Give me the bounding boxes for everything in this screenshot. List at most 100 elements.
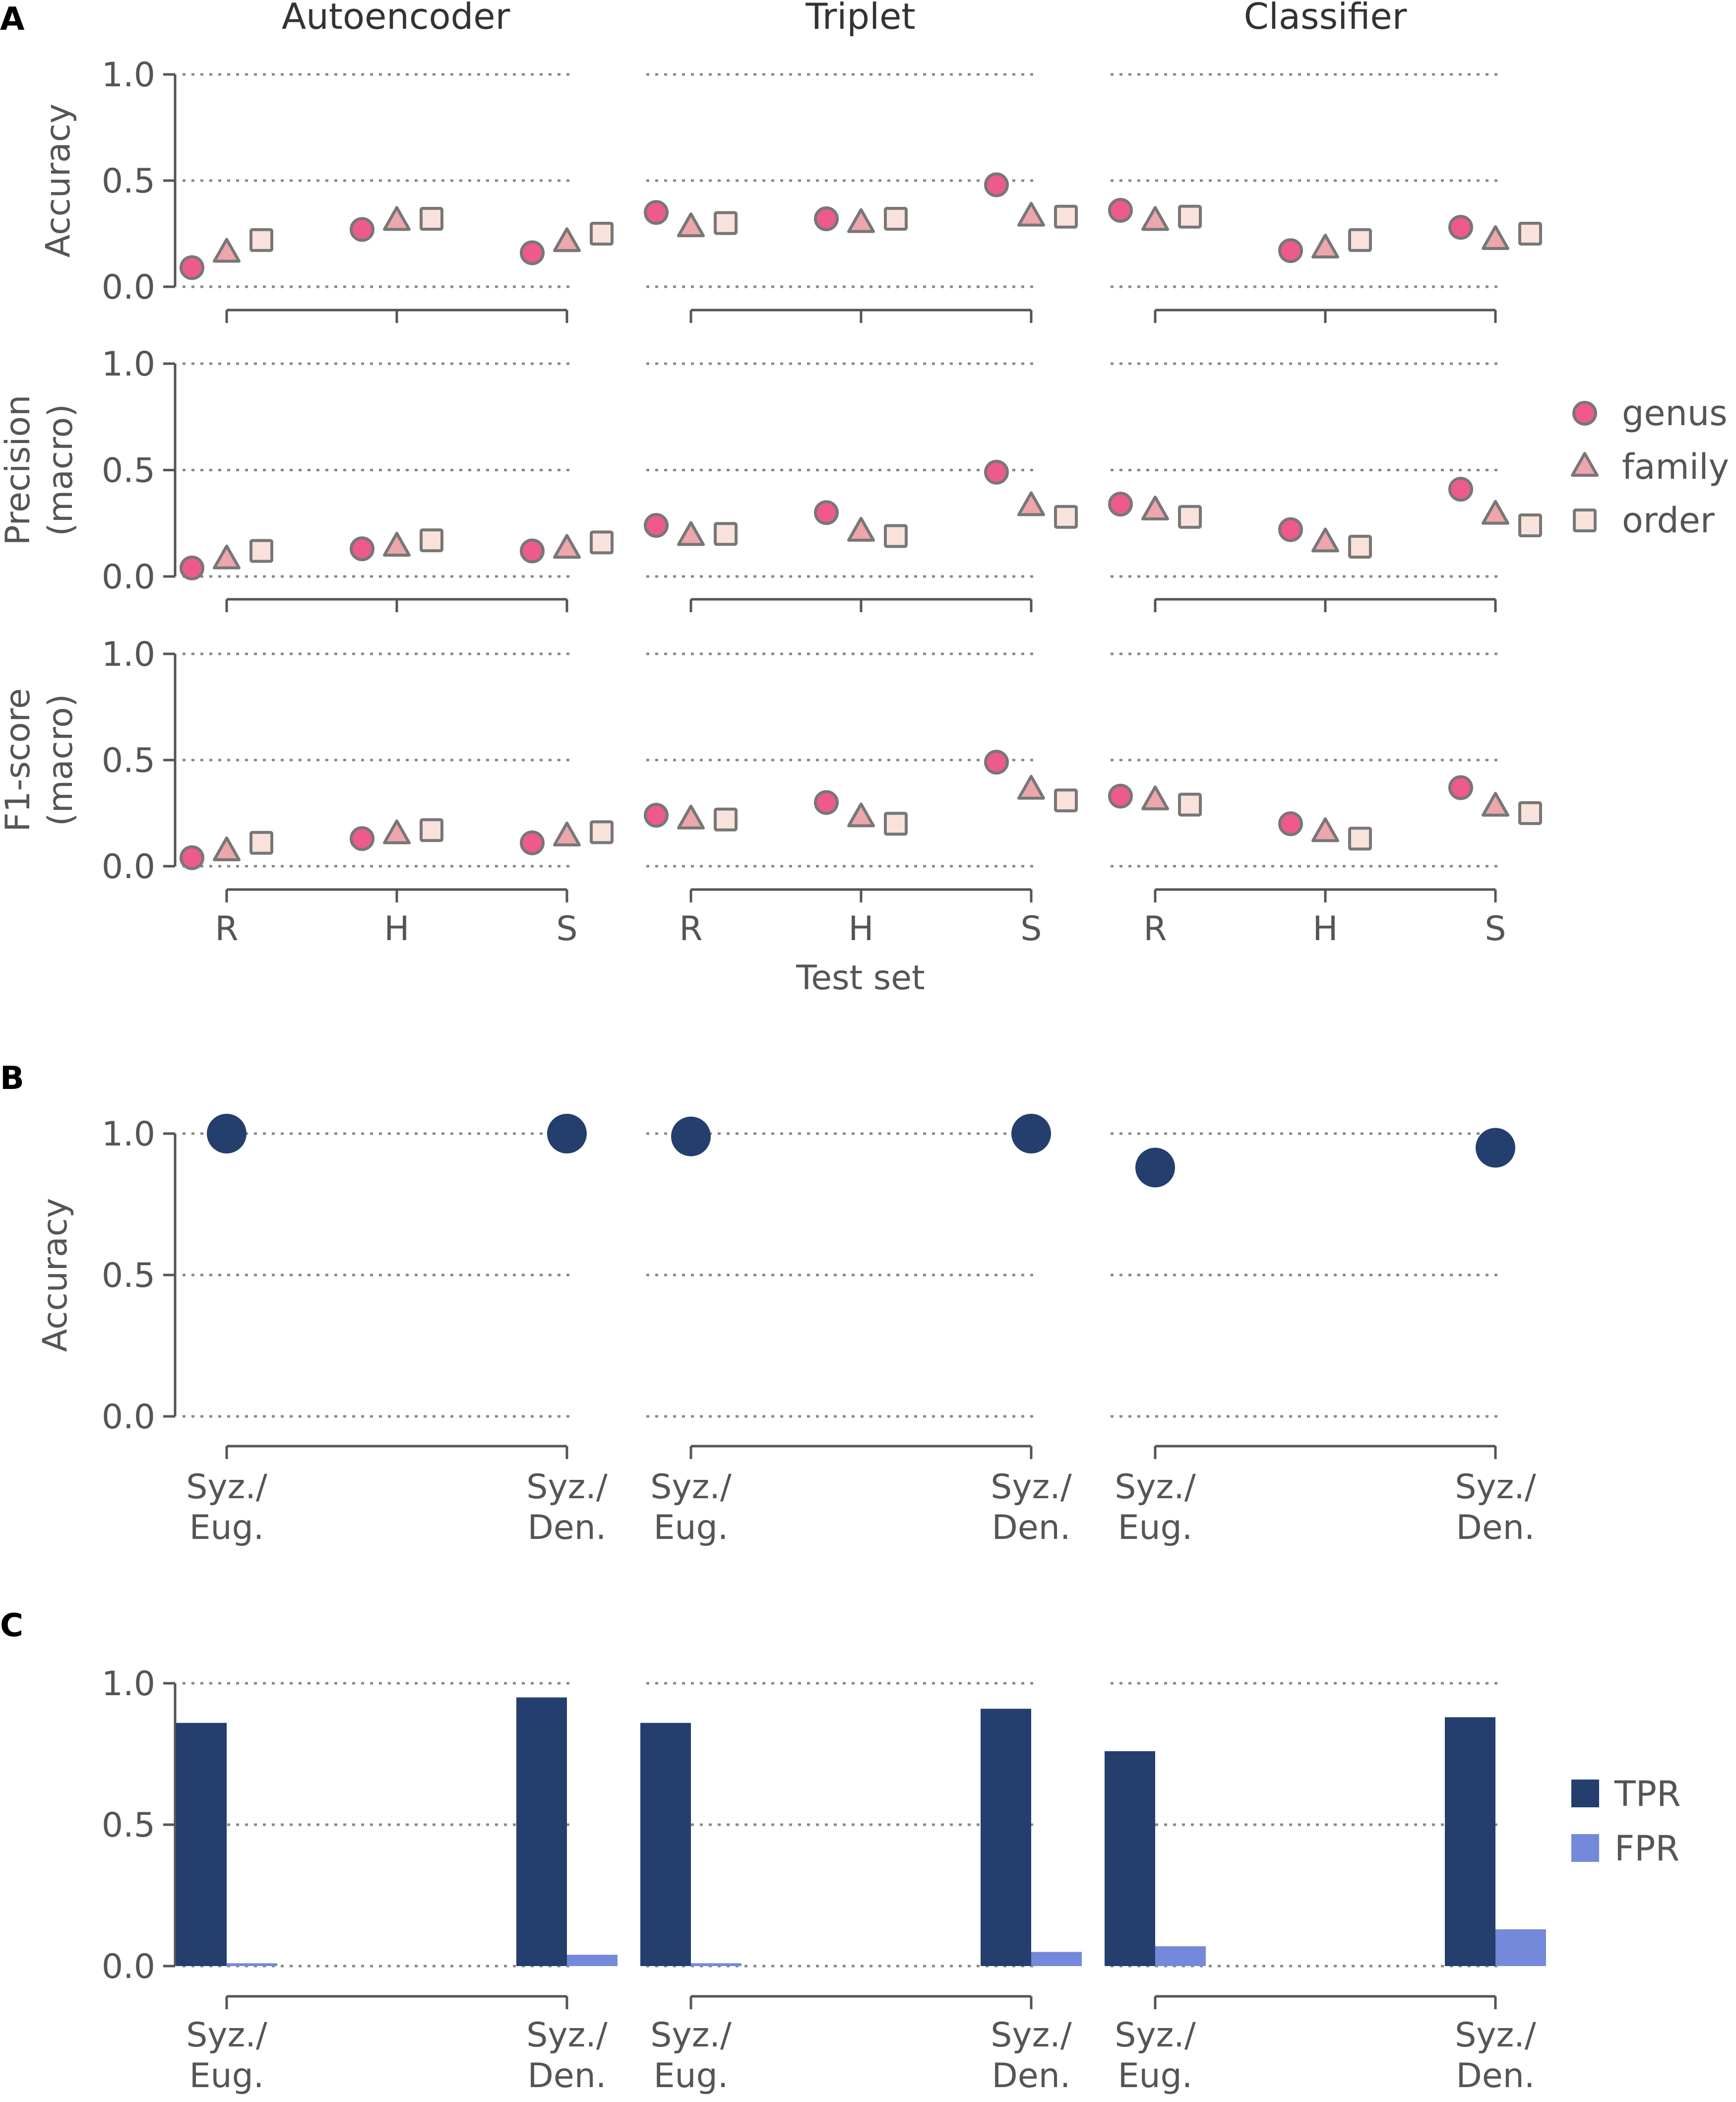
panel-a-precision-macro-autoencoder-genus-r-marker xyxy=(180,555,204,580)
panel-c-classifier-fpr-bar-syz-eug xyxy=(1155,1946,1206,1966)
panel-c-autoencoder-y-tick-label: 1.0 xyxy=(102,1664,155,1704)
panel-a-precision-macro-classifier-family-s-marker xyxy=(1482,500,1509,525)
panel-b-autoencoder-y-tick-label: 0.5 xyxy=(102,1256,155,1295)
x-tick-label-r: R xyxy=(679,909,702,949)
panel-a-f1-score-macro-autoencoder-family-h-marker xyxy=(383,819,411,844)
panel-a-f1-score-macro-autoencoder-y-tick-label: 1.0 xyxy=(102,635,155,674)
panel-a-f1-score-macro-triplet-order-r-marker xyxy=(714,807,738,831)
panel-c-classifier-fpr-bar-syz-den xyxy=(1495,1929,1546,1966)
panel-a-accuracy-triplet-order-s-marker xyxy=(1054,204,1078,229)
panel-c-autoencoder-x-tick-label-syz-den: Syz./Den. xyxy=(526,2016,608,2096)
panel-a-f1-score-macro-autoencoder-order-s-marker xyxy=(590,820,614,844)
panel-a-f1-score-macro-classifier-genus-h-marker xyxy=(1278,811,1303,836)
panel-a-precision-macro-classifier-family-h-marker xyxy=(1311,527,1339,553)
panel-c-autoencoder-y-tick-label: 0.5 xyxy=(102,1806,155,1845)
panel-a-accuracy-triplet-order-h-marker xyxy=(884,207,908,231)
panel-c-triplet-tpr-bar-syz-den xyxy=(981,1709,1031,1966)
panel-a-accuracy-autoencoder-family-r-marker xyxy=(213,238,241,263)
panel-a-precision-macro-triplet-order-s-marker xyxy=(1054,505,1078,529)
panel-a-accuracy-classifier-order-s-marker xyxy=(1518,222,1542,246)
panel-a-precision-macro-autoencoder-family-s-marker xyxy=(553,534,581,559)
panel-a-accuracy-autoencoder-genus-s-marker xyxy=(520,240,545,265)
panel-a-accuracy-classifier-family-r-marker xyxy=(1141,206,1169,231)
panel-a-accuracy-triplet-order-r-marker xyxy=(714,211,738,235)
panel-a-precision-macro-autoencoder-y-tick-label: 1.0 xyxy=(102,345,155,384)
panel-label-b: B xyxy=(0,1060,24,1097)
panel-c-triplet-fpr-bar-syz-eug xyxy=(691,1963,742,1966)
panel-a-f1-score-macro-autoencoder-genus-h-marker xyxy=(350,826,374,851)
y-axis-label-f1-score-macro: F1-score (macro) xyxy=(0,688,80,832)
panel-a-precision-macro-autoencoder-order-h-marker xyxy=(420,528,443,553)
panel-a-precision-macro-autoencoder-y-tick-label: 0.0 xyxy=(102,558,155,597)
panel-a-accuracy-autoencoder-y-tick-label: 0.5 xyxy=(102,162,155,201)
panel-a-precision-macro-triplet-family-r-marker xyxy=(677,521,705,546)
legend-tpr-label: TPR xyxy=(1614,1774,1681,1814)
panel-a-precision-macro-classifier-family-r-marker xyxy=(1141,496,1169,521)
panel-a-f1-score-macro-triplet-family-r-marker xyxy=(677,804,705,829)
panel-b-autoencoder-x-tick-label-syz-den: Syz./Den. xyxy=(526,1467,608,1547)
x-tick-label-r: R xyxy=(215,909,238,949)
panel-b-autoencoder-accuracy-point-syz-eug xyxy=(207,1114,247,1153)
panel-c-classifier-x-tick-label-syz-den: Syz./Den. xyxy=(1455,2016,1536,2096)
panel-c-triplet-tpr-bar-syz-eug xyxy=(640,1722,691,1966)
panel-a-f1-score-macro-classifier-order-r-marker xyxy=(1178,792,1202,817)
panel-label-c: C xyxy=(0,1607,23,1644)
panel-a-accuracy-triplet-family-s-marker xyxy=(1017,201,1045,227)
panel-a-f1-score-macro-autoencoder-order-r-marker xyxy=(249,830,273,855)
x-tick-label-h: H xyxy=(384,909,409,949)
panel-b-triplet-x-tick-label-syz-den: Syz./Den. xyxy=(991,1467,1072,1547)
panel-a-precision-macro-triplet-order-h-marker xyxy=(884,524,908,548)
panel-c-triplet-x-tick-label-syz-eug: Syz./Eug. xyxy=(650,2016,732,2096)
panel-a-f1-score-macro-classifier-family-h-marker xyxy=(1311,817,1339,842)
panel-a-accuracy-classifier-genus-h-marker xyxy=(1278,238,1303,263)
panel-a-accuracy-classifier-family-s-marker xyxy=(1482,225,1509,250)
panel-a-accuracy-autoencoder-genus-h-marker xyxy=(350,217,374,242)
column-title-autoencoder: Autoencoder xyxy=(282,0,510,37)
panel-a-precision-macro-classifier-genus-r-marker xyxy=(1108,492,1133,517)
panel-c-autoencoder-fpr-bar-syz-eug xyxy=(227,1963,277,1966)
panel-a-accuracy-autoencoder-order-s-marker xyxy=(590,222,614,246)
panel-a-precision-macro-autoencoder-order-s-marker xyxy=(590,530,614,555)
panel-a-precision-macro-classifier-order-r-marker xyxy=(1178,505,1202,529)
x-tick-label-h: H xyxy=(848,909,873,949)
panel-b-autoencoder-x-tick-label-syz-eug: Syz./Eug. xyxy=(186,1467,267,1547)
panel-c-autoencoder-tpr-bar-syz-den xyxy=(516,1697,567,1966)
y-axis-label-precision-macro: Precision (macro) xyxy=(0,395,80,545)
panel-a-precision-macro-triplet-order-r-marker xyxy=(714,522,738,546)
marks-layer: Accuracy 0.0 0.5 1.0 Precision (macro) 0.0 0.5 1… xyxy=(0,56,1729,2096)
panel-b-y-axis-label: Accuracy xyxy=(36,1198,75,1352)
panel-a-f1-score-macro-classifier-family-r-marker xyxy=(1141,785,1169,811)
panel-a-precision-macro-triplet-family-s-marker xyxy=(1017,491,1045,516)
panel-a-accuracy-triplet-family-r-marker xyxy=(677,212,705,238)
panel-c-autoencoder-y-tick-label: 0.0 xyxy=(102,1947,155,1986)
panel-a-precision-macro-classifier-order-s-marker xyxy=(1518,513,1542,538)
panel-a-accuracy-classifier-family-h-marker xyxy=(1311,233,1339,258)
panel-a-f1-score-macro-triplet-order-s-marker xyxy=(1054,788,1078,813)
panel-b-triplet-accuracy-point-syz-den xyxy=(1011,1114,1051,1153)
panel-a-f1-score-macro-triplet-order-h-marker xyxy=(884,812,908,836)
x-tick-label-s: S xyxy=(1020,909,1042,949)
x-tick-label-s: S xyxy=(1485,909,1506,949)
panel-c-classifier-x-tick-label-syz-eug: Syz./Eug. xyxy=(1115,2016,1196,2096)
panel-a-precision-macro-classifier-genus-h-marker xyxy=(1278,517,1303,542)
panel-a-precision-macro-autoencoder-genus-s-marker xyxy=(520,538,545,564)
panel-a-accuracy-autoencoder-order-h-marker xyxy=(420,207,443,231)
panel-a-accuracy-autoencoder-y-tick-label: 0.0 xyxy=(102,268,155,307)
panel-a-accuracy-classifier-genus-r-marker xyxy=(1108,197,1133,223)
panel-a-f1-score-macro-classifier-order-h-marker xyxy=(1348,827,1372,851)
panel-a-precision-macro-autoencoder-order-r-marker xyxy=(249,539,273,563)
legend-fpr-swatch xyxy=(1571,1834,1599,1862)
panel-b-autoencoder-y-tick-label: 1.0 xyxy=(102,1115,155,1154)
panel-a-accuracy-autoencoder-genus-r-marker xyxy=(180,255,204,280)
panel-a-f1-score-macro-triplet-family-h-marker xyxy=(847,802,875,828)
panel-c-autoencoder-fpr-bar-syz-den xyxy=(567,1955,618,1966)
panel-a-accuracy-classifier-genus-s-marker xyxy=(1448,215,1473,240)
legend-order-label: order xyxy=(1622,500,1715,541)
panel-a-f1-score-macro-autoencoder-y-tick-label: 0.5 xyxy=(102,741,155,780)
panel-a-accuracy-classifier-order-r-marker xyxy=(1178,204,1202,229)
panel-a-f1-score-macro-autoencoder-genus-s-marker xyxy=(520,830,545,855)
panel-a-accuracy-classifier-order-h-marker xyxy=(1348,228,1372,252)
column-title-classifier: Classifier xyxy=(1244,0,1407,37)
panel-b-classifier-accuracy-point-syz-den xyxy=(1476,1128,1515,1168)
panel-a-f1-score-macro-triplet-genus-s-marker xyxy=(984,750,1009,775)
